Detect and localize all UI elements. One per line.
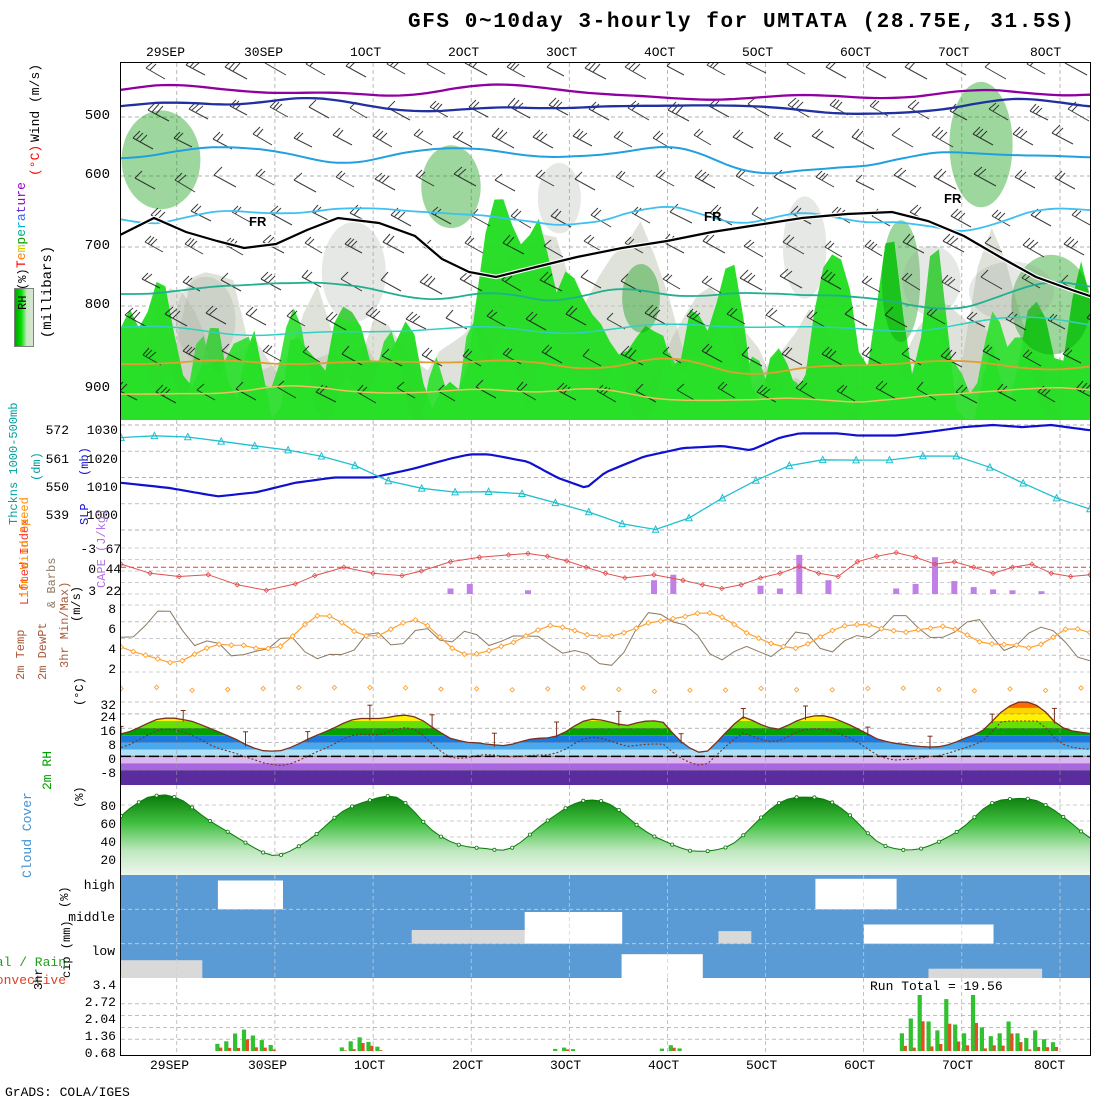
- svg-text:FR: FR: [944, 191, 962, 206]
- svg-text:(millibars): (millibars): [40, 246, 56, 338]
- svg-text:FR: FR: [704, 209, 722, 224]
- svg-text:FR: FR: [249, 214, 267, 229]
